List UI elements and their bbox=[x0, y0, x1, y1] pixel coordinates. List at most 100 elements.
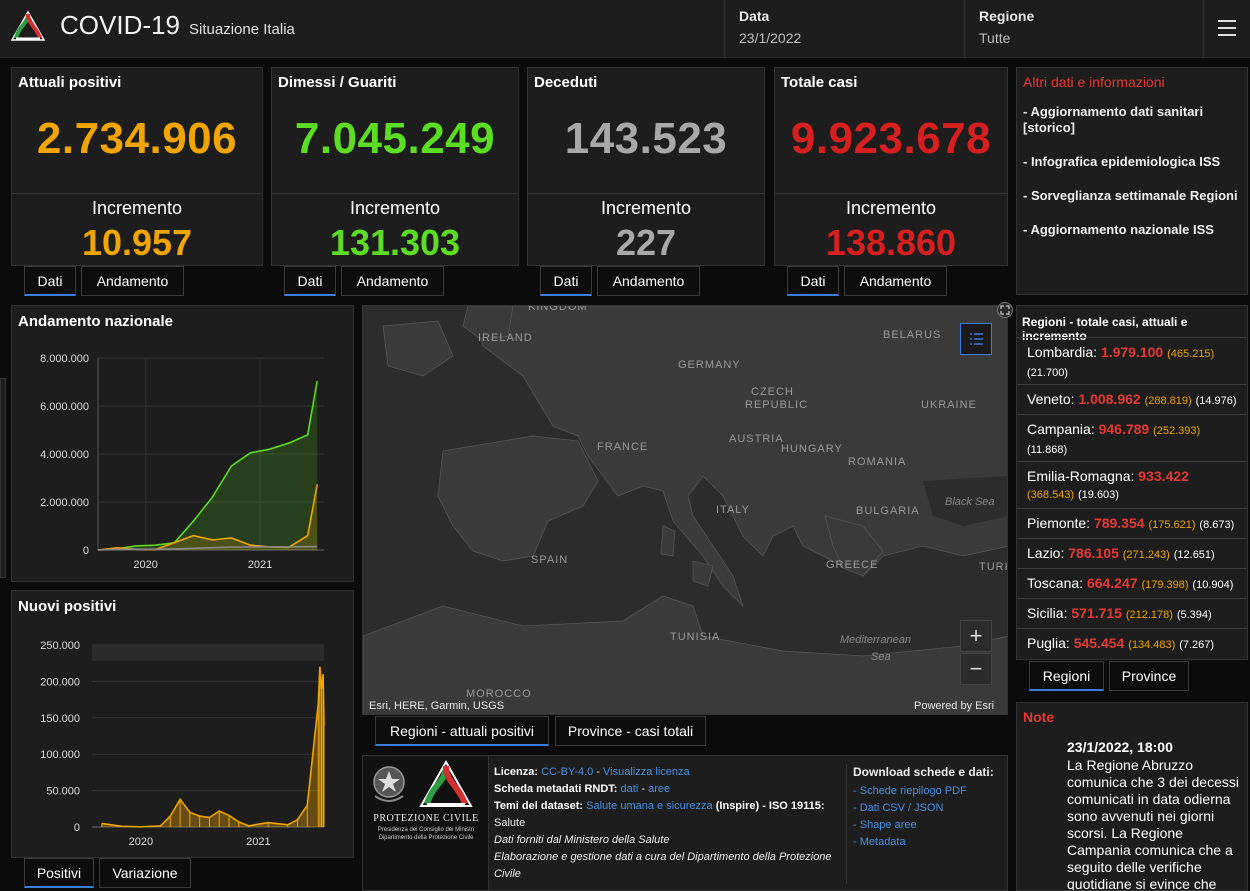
map-label-kingdom: KINGDOM bbox=[528, 305, 588, 313]
x-tick-label: 2021 bbox=[248, 559, 272, 571]
card-title: Dimessi / Guariti bbox=[278, 74, 397, 91]
tab-province[interactable]: Province bbox=[1109, 661, 1189, 691]
tab-variazione[interactable]: Variazione bbox=[99, 858, 191, 888]
protezione-civile-logo-icon bbox=[10, 10, 46, 41]
zoom-in-icon[interactable]: + bbox=[960, 620, 992, 652]
download-title: Download schede e dati: bbox=[853, 765, 994, 779]
hamburger-menu-icon[interactable] bbox=[1203, 0, 1250, 58]
date-selector[interactable]: Data 23/1/2022 bbox=[724, 0, 964, 58]
andamento-chart: 8.000.000 6.000.000 4.000.000 2.000.000 0 202… bbox=[40, 353, 324, 571]
region-selector[interactable]: Regione Tutte bbox=[964, 0, 1203, 58]
logo-text: PROTEZIONE CIVILE bbox=[373, 813, 479, 824]
tab-dati-guariti[interactable]: Dati bbox=[284, 266, 336, 296]
y-tick-label: 8.000.000 bbox=[40, 353, 89, 365]
region-name: Veneto: bbox=[1027, 391, 1079, 407]
zoom-out-icon[interactable]: − bbox=[960, 653, 992, 685]
map-basemap bbox=[363, 306, 1007, 714]
tab-andamento-totale[interactable]: Andamento bbox=[844, 266, 947, 296]
map-label-italy: ITALY bbox=[716, 504, 750, 516]
rndt-aree-link[interactable]: aree bbox=[648, 783, 671, 795]
y-tick-label: 6.000.000 bbox=[40, 401, 89, 413]
y-tick-label: 250.000 bbox=[40, 640, 80, 652]
download-link-pdf[interactable]: - Schede riepilogo PDF bbox=[853, 785, 967, 797]
legend-list-icon[interactable] bbox=[960, 323, 992, 355]
regions-title: Regioni - totale casi, attuali e increme… bbox=[1022, 315, 1188, 343]
region-row[interactable]: Campania: 946.789 (252.393) (11.868) bbox=[1017, 414, 1247, 463]
card-title: Attuali positivi bbox=[18, 74, 122, 91]
tab-dati-attuali[interactable]: Dati bbox=[24, 266, 76, 296]
regions-list-panel: Regioni - totale casi, attuali e increme… bbox=[1016, 305, 1248, 660]
region-attuali: (288.819) bbox=[1144, 395, 1192, 407]
repubblica-emblem-icon bbox=[373, 766, 405, 802]
tab-andamento-attuali[interactable]: Andamento bbox=[81, 266, 184, 296]
rndt-dati-link[interactable]: dati bbox=[620, 783, 639, 795]
andamento-chart-panel: Andamento nazionale 8.000.000 6.000.000 4.… bbox=[11, 305, 354, 582]
tab-dati-totale[interactable]: Dati bbox=[787, 266, 839, 296]
card-increment-label: Incremento bbox=[600, 198, 692, 218]
card-dimessi-guariti: Dimessi / Guariti 7.045.249 Incremento 1… bbox=[271, 67, 519, 266]
region-row[interactable]: Emilia-Romagna: 933.422 (368.543) (19.60… bbox=[1017, 461, 1247, 508]
region-incremento: (7.267) bbox=[1179, 639, 1215, 651]
region-incremento: (12.651) bbox=[1173, 549, 1215, 561]
info-link-aggiornamento-iss[interactable]: - Aggiornamento nazionale ISS bbox=[1023, 222, 1214, 237]
temi-link[interactable]: Salute umana e sicurezza bbox=[586, 800, 713, 812]
region-name: Toscana: bbox=[1027, 575, 1087, 591]
info-link-dati-sanitari[interactable]: - Aggiornamento dati sanitari [storico] bbox=[1023, 104, 1204, 135]
expand-icon[interactable] bbox=[997, 302, 1013, 318]
card-increment-value: 138.860 bbox=[825, 222, 957, 263]
download-link-shape[interactable]: - Shape aree bbox=[853, 819, 917, 831]
temi-salute: Salute bbox=[494, 817, 526, 829]
map-label-republic: REPUBLIC bbox=[745, 399, 809, 411]
info-link-sorveglianza[interactable]: - Sorveglianza settimanale Regioni bbox=[1023, 188, 1238, 203]
elaborazione-dati: Elaborazione e gestione dati a cura del … bbox=[494, 851, 832, 880]
map-view[interactable]: KINGDOM IRELAND GERMANY CZECH REPUBLIC B… bbox=[362, 305, 1008, 715]
map-label-tunisia: TUNISIA bbox=[670, 631, 721, 643]
region-attuali: (368.543) bbox=[1027, 489, 1075, 501]
map-powered-by[interactable]: Powered by Esri bbox=[914, 700, 995, 712]
map-label-sea: Sea bbox=[871, 651, 891, 663]
card-increment-label: Incremento bbox=[91, 198, 183, 218]
tab-regioni-attuali-positivi[interactable]: Regioni - attuali positivi bbox=[375, 716, 549, 746]
map-label-spain: SPAIN bbox=[531, 554, 569, 566]
region-row[interactable]: Lazio: 786.105 (271.243) (12.651) bbox=[1017, 538, 1247, 568]
card-title: Deceduti bbox=[534, 74, 598, 91]
region-attuali: (465.215) bbox=[1167, 348, 1215, 360]
plot-band bbox=[92, 645, 324, 661]
region-row[interactable]: Puglia: 545.454 (134.483) (7.267) bbox=[1017, 628, 1247, 658]
region-name: Puglia: bbox=[1027, 635, 1074, 651]
chart-title: Andamento nazionale bbox=[18, 313, 174, 330]
tab-regioni[interactable]: Regioni bbox=[1029, 661, 1104, 691]
tab-dati-deceduti[interactable]: Dati bbox=[540, 266, 592, 296]
series-line bbox=[97, 545, 318, 551]
region-incremento: (11.868) bbox=[1027, 444, 1068, 456]
protezione-civile-emblem-icon bbox=[419, 760, 473, 807]
region-total: 571.715 bbox=[1071, 605, 1122, 621]
footer-info-panel: PROTEZIONE CIVILE Presidenza del Consigl… bbox=[362, 755, 1008, 891]
region-incremento: (21.700) bbox=[1027, 367, 1068, 379]
side-handle bbox=[0, 378, 6, 578]
tab-province-casi-totali[interactable]: Province - casi totali bbox=[555, 716, 706, 746]
app-title: COVID-19 bbox=[60, 10, 180, 40]
region-row[interactable]: Sicilia: 571.715 (212.178) (5.394) bbox=[1017, 598, 1247, 628]
tab-andamento-guariti[interactable]: Andamento bbox=[341, 266, 444, 296]
y-tick-label: 50.000 bbox=[46, 786, 80, 798]
region-label: Regione bbox=[979, 8, 1035, 24]
tab-andamento-deceduti[interactable]: Andamento bbox=[597, 266, 700, 296]
download-link-metadata[interactable]: - Metadata bbox=[853, 836, 906, 848]
map-label-romania: ROMANIA bbox=[848, 456, 907, 468]
tab-positivi[interactable]: Positivi bbox=[24, 858, 94, 888]
region-row[interactable]: Toscana: 664.247 (179.398) (10.904) bbox=[1017, 568, 1247, 598]
licenza-link[interactable]: CC-BY-4.0 bbox=[541, 766, 594, 778]
region-name: Piemonte: bbox=[1027, 515, 1094, 531]
region-row[interactable]: Lombardia: 1.979.100 (465.215) (21.700) bbox=[1017, 337, 1247, 386]
info-link-infografica[interactable]: - Infografica epidemiologica ISS bbox=[1023, 154, 1221, 169]
map-label-turkey: TURK bbox=[979, 561, 1007, 573]
region-row[interactable]: Veneto: 1.008.962 (288.819) (14.976) bbox=[1017, 384, 1247, 414]
date-label: Data bbox=[739, 8, 770, 24]
visualizza-licenza-link[interactable]: Visualizza licenza bbox=[603, 766, 690, 778]
region-total: 786.105 bbox=[1068, 545, 1119, 561]
region-value: Tutte bbox=[979, 30, 1011, 46]
region-row[interactable]: Piemonte: 789.354 (175.621) (8.673) bbox=[1017, 508, 1247, 538]
download-link-csv-json[interactable]: - Dati CSV / JSON bbox=[853, 802, 944, 814]
temi-rest: (Inspire) - ISO 19115: bbox=[715, 800, 825, 812]
